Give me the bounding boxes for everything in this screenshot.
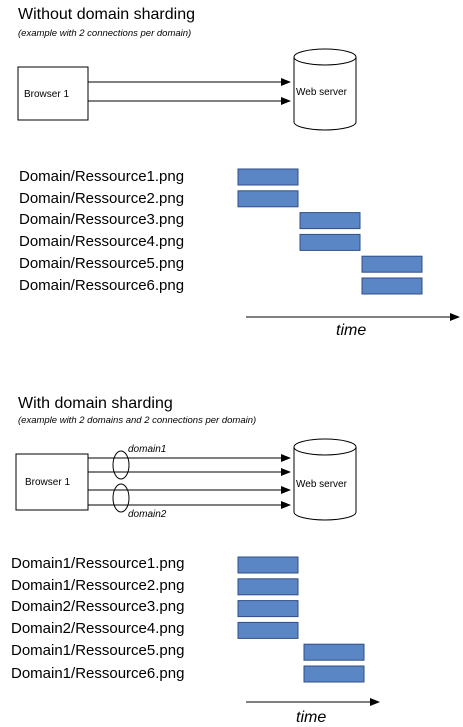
web-server-label: Web server	[296, 87, 347, 98]
browser1-box	[17, 66, 89, 121]
section2-title: With domain sharding	[18, 395, 173, 412]
browser1-box	[15, 453, 89, 511]
resource-download-bar	[361, 277, 423, 295]
resource-download-bar	[303, 665, 365, 683]
section2-subtitle: (example with 2 domains and 2 connection…	[18, 415, 257, 426]
resource-label: Domain/Ressource4.png	[19, 233, 185, 250]
timeline-bars-1	[237, 168, 423, 295]
resource-download-bar	[299, 212, 361, 230]
web-server-label: Web server	[296, 479, 347, 490]
section1-subtitle: (example with 2 connections per domain)	[18, 28, 192, 39]
resource-label: Domain/Ressource1.png	[19, 168, 185, 185]
resource-download-bar	[237, 556, 299, 574]
section1-title: Without domain sharding	[18, 6, 195, 23]
resource-label: Domain/Ressource2.png	[19, 190, 185, 207]
resource-download-bar	[237, 190, 299, 208]
resource-download-bar	[361, 255, 423, 273]
resource-label: Domain/Ressource3.png	[19, 211, 185, 228]
resource-download-bar	[303, 643, 365, 661]
resource-download-bar	[237, 168, 299, 186]
domain2-label: domain2	[128, 509, 167, 520]
resource-label: Domain1/Ressource2.png	[11, 577, 185, 594]
domain1-connection-group	[112, 450, 130, 480]
web-server-cylinder	[293, 438, 357, 521]
resource-label: Domain1/Ressource5.png	[11, 642, 185, 659]
resource-download-bar	[299, 233, 361, 251]
time-label: time	[296, 709, 327, 726]
resource-download-bar	[237, 578, 299, 596]
domain1-label: domain1	[128, 444, 167, 455]
resource-download-bar	[237, 600, 299, 618]
web-server-cylinder	[293, 48, 357, 131]
resource-label: Domain/Ressource5.png	[19, 255, 185, 272]
resource-label: Domain/Ressource6.png	[19, 277, 185, 294]
browser-label: Browser 1	[24, 89, 70, 100]
domain2-connection-group	[112, 483, 130, 513]
resource-label: Domain1/Ressource6.png	[11, 665, 185, 682]
resource-label: Domain2/Ressource4.png	[11, 620, 185, 637]
timeline-bars-2	[237, 556, 365, 683]
browser-label: Browser 1	[25, 477, 71, 488]
time-label: time	[336, 322, 367, 339]
resource-label: Domain1/Ressource1.png	[11, 555, 185, 572]
resource-download-bar	[237, 621, 299, 639]
resource-label: Domain2/Ressource3.png	[11, 598, 185, 615]
